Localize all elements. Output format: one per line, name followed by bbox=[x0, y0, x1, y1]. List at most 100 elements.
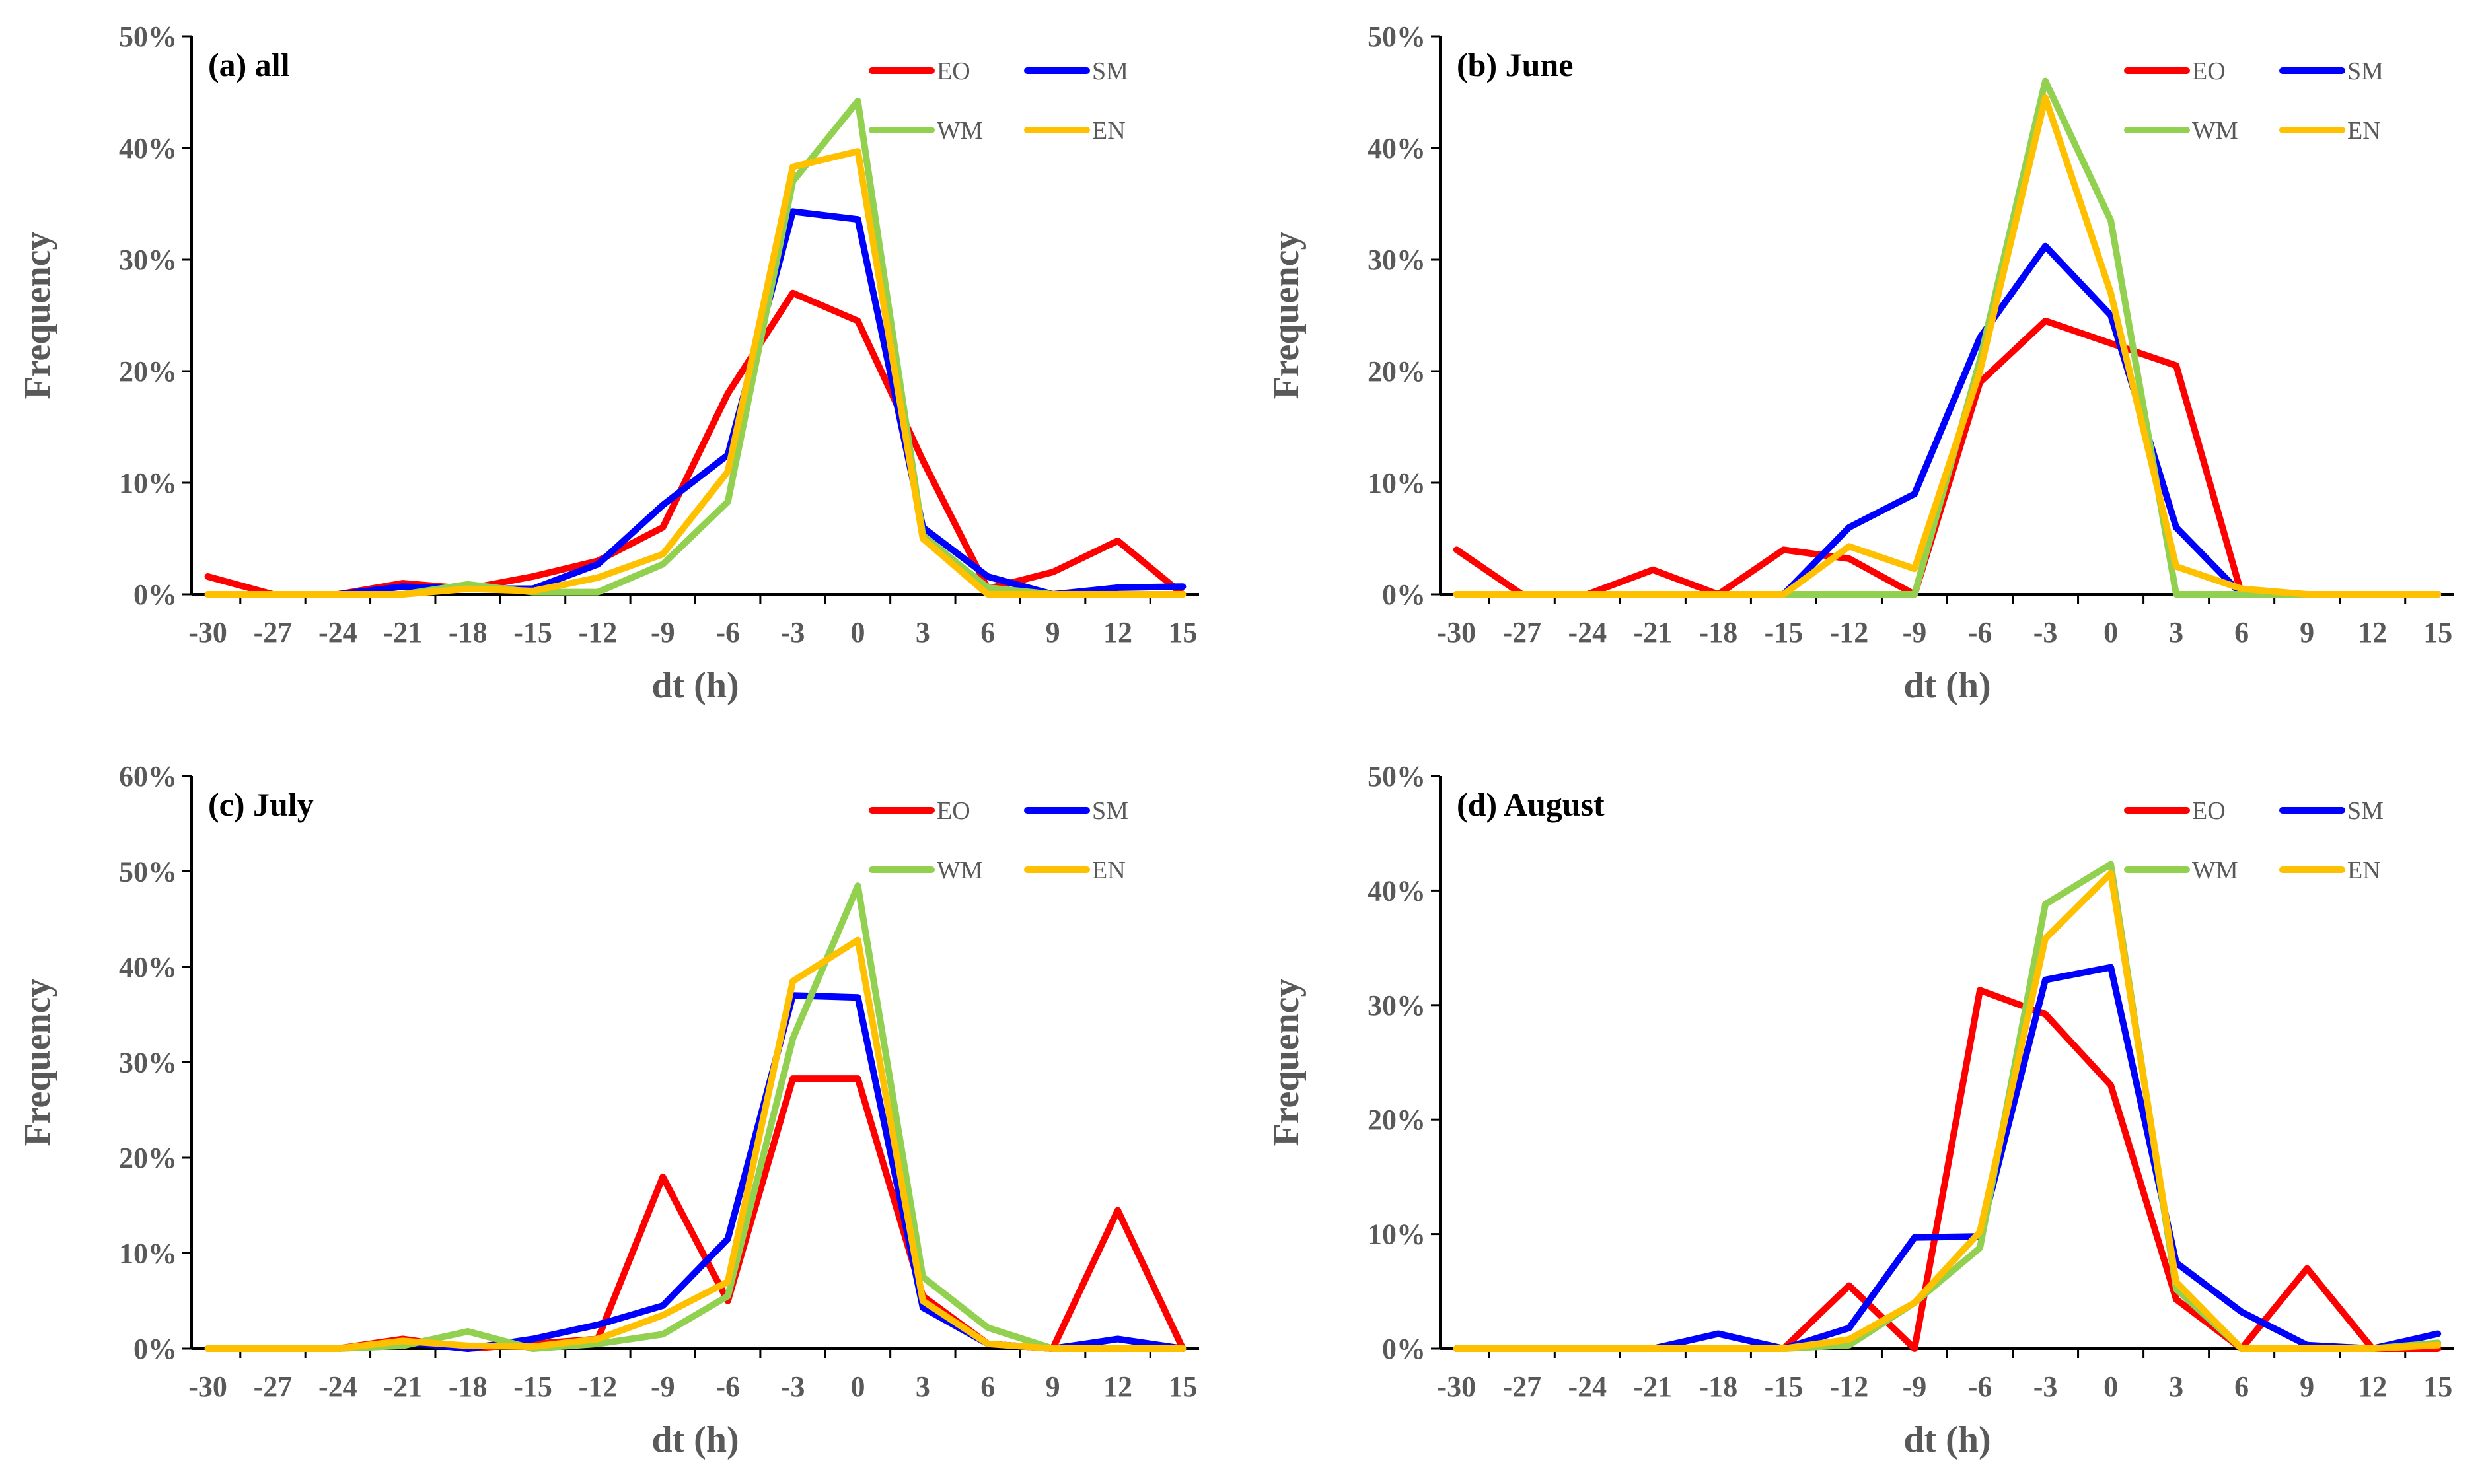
chart-panel-4: 0%10%20%30%40%50%-30 -27 -24 -21 -18 -15 -12 -9… bbox=[1266, 760, 2454, 1460]
x-tick-label: 6 bbox=[2234, 616, 2249, 649]
y-tick-label: 40% bbox=[1368, 132, 1426, 164]
series-line-sm bbox=[204, 208, 1187, 598]
x-tick-label: 3 bbox=[916, 616, 930, 649]
series-line-wm bbox=[1453, 77, 2442, 598]
y-axis-title: Frequency bbox=[17, 231, 58, 399]
x-tick-label: -3 bbox=[2033, 1370, 2058, 1403]
x-tick-label: -18 bbox=[1699, 1370, 1738, 1403]
x-tick-label: -21 bbox=[383, 1370, 422, 1403]
y-tick-label: 20% bbox=[119, 355, 177, 388]
legend-label-wm: WM bbox=[2192, 857, 2238, 884]
x-tick-label: -6 bbox=[715, 1370, 740, 1403]
legend-label-sm: SM bbox=[2347, 797, 2384, 825]
x-tick-label: -15 bbox=[513, 1370, 552, 1403]
x-tick-label: -15 bbox=[513, 616, 552, 649]
x-tick-label: -6 bbox=[715, 616, 740, 649]
x-tick-label: -27 bbox=[254, 1370, 293, 1403]
legend-label-sm: SM bbox=[2347, 57, 2384, 85]
series-line-wm bbox=[204, 98, 1187, 598]
series-line-wm bbox=[204, 882, 1187, 1352]
panel-title: (c) July bbox=[208, 786, 314, 823]
x-axis-title: dt (h) bbox=[651, 1419, 739, 1460]
chart-panel-1: 0%10%20%30%40%50%-30 -27 -24 -21 -18 -15 -12 -9… bbox=[17, 20, 1199, 706]
x-tick-label: 0 bbox=[2103, 616, 2118, 649]
x-tick-label: -6 bbox=[1968, 616, 1992, 649]
x-tick-label: 12 bbox=[2358, 1370, 2387, 1403]
x-tick-label: -3 bbox=[781, 616, 805, 649]
x-tick-label: -12 bbox=[579, 616, 618, 649]
x-tick-label: 0 bbox=[850, 1370, 865, 1403]
x-tick-label: -18 bbox=[1699, 616, 1738, 649]
x-tick-label: -24 bbox=[318, 616, 357, 649]
x-tick-label: -24 bbox=[1568, 616, 1607, 649]
x-tick-label: 9 bbox=[2300, 616, 2314, 649]
x-tick-label: -9 bbox=[651, 1370, 675, 1403]
y-tick-label: 10% bbox=[1368, 1219, 1426, 1251]
y-tick-label: 40% bbox=[119, 132, 177, 164]
x-tick-label: -24 bbox=[318, 1370, 357, 1403]
series-line-sm bbox=[1453, 242, 2442, 598]
x-tick-label: 9 bbox=[2300, 1370, 2314, 1403]
y-tick-label: 0% bbox=[1382, 579, 1426, 611]
y-tick-label: 10% bbox=[119, 1238, 177, 1270]
legend-label-eo: EO bbox=[937, 797, 970, 825]
y-tick-label: 10% bbox=[1368, 467, 1426, 499]
legend-label-sm: SM bbox=[1092, 57, 1128, 85]
x-tick-label: 3 bbox=[2169, 616, 2183, 649]
x-tick-label: 3 bbox=[2169, 1370, 2183, 1403]
x-tick-label: -18 bbox=[449, 616, 488, 649]
x-tick-label: 15 bbox=[2423, 616, 2452, 649]
series-line-eo bbox=[1453, 317, 2442, 598]
y-tick-label: 0% bbox=[133, 579, 177, 611]
y-tick-label: 50% bbox=[119, 856, 177, 888]
y-tick-label: 30% bbox=[119, 1047, 177, 1079]
series-line-en bbox=[204, 936, 1187, 1352]
x-tick-label: -30 bbox=[1437, 616, 1476, 649]
chart-panel-3: 0%10%20%30%40%50%60%-30 -27 -24 -21 -18 -15 -1… bbox=[17, 760, 1199, 1460]
legend-label-en: EN bbox=[2347, 857, 2381, 884]
x-tick-label: -15 bbox=[1765, 616, 1804, 649]
panel-title: (d) August bbox=[1457, 786, 1605, 823]
legend-label-sm: SM bbox=[1092, 797, 1128, 825]
y-tick-label: 50% bbox=[1368, 760, 1426, 793]
x-tick-label: 6 bbox=[980, 616, 995, 649]
y-tick-label: 0% bbox=[1382, 1333, 1426, 1365]
x-tick-label: -9 bbox=[651, 616, 675, 649]
x-tick-label: 6 bbox=[980, 1370, 995, 1403]
legend-label-wm: WM bbox=[937, 117, 983, 145]
y-tick-label: 20% bbox=[119, 1142, 177, 1174]
y-tick-label: 10% bbox=[119, 467, 177, 499]
series-line-en bbox=[204, 148, 1187, 598]
series-line-wm bbox=[1453, 861, 2442, 1352]
y-tick-label: 20% bbox=[1368, 355, 1426, 388]
x-axis-title: dt (h) bbox=[1903, 665, 1991, 706]
x-tick-label: -9 bbox=[1903, 1370, 1927, 1403]
chart-panel-2: 0%10%20%30%40%50%-30 -27 -24 -21 -18 -15 -12 -9… bbox=[1266, 20, 2454, 706]
y-tick-label: 30% bbox=[1368, 989, 1426, 1022]
panel-title: (b) June bbox=[1457, 46, 1573, 83]
x-tick-label: -27 bbox=[1502, 1370, 1541, 1403]
x-tick-label: -6 bbox=[1968, 1370, 1992, 1403]
x-tick-label: -27 bbox=[254, 616, 293, 649]
legend-label-wm: WM bbox=[937, 857, 983, 884]
x-tick-label: 3 bbox=[916, 1370, 930, 1403]
x-tick-label: 15 bbox=[1168, 616, 1197, 649]
x-axis-title: dt (h) bbox=[1903, 1419, 1991, 1460]
y-tick-label: 30% bbox=[119, 244, 177, 276]
x-tick-label: -12 bbox=[1830, 1370, 1869, 1403]
legend-label-eo: EO bbox=[2192, 797, 2226, 825]
x-tick-label: -9 bbox=[1903, 616, 1927, 649]
y-tick-label: 0% bbox=[133, 1333, 177, 1365]
x-tick-label: 6 bbox=[2234, 1370, 2249, 1403]
legend-label-wm: WM bbox=[2192, 117, 2238, 145]
x-tick-label: -12 bbox=[1830, 616, 1869, 649]
x-tick-label: 0 bbox=[850, 616, 865, 649]
x-tick-label: -18 bbox=[449, 1370, 488, 1403]
y-axis-title: Frequency bbox=[17, 978, 58, 1146]
legend-label-en: EN bbox=[1092, 857, 1126, 884]
y-tick-label: 50% bbox=[119, 20, 177, 53]
series-line-eo bbox=[204, 289, 1187, 598]
y-tick-label: 20% bbox=[1368, 1104, 1426, 1136]
x-tick-label: -30 bbox=[188, 616, 227, 649]
